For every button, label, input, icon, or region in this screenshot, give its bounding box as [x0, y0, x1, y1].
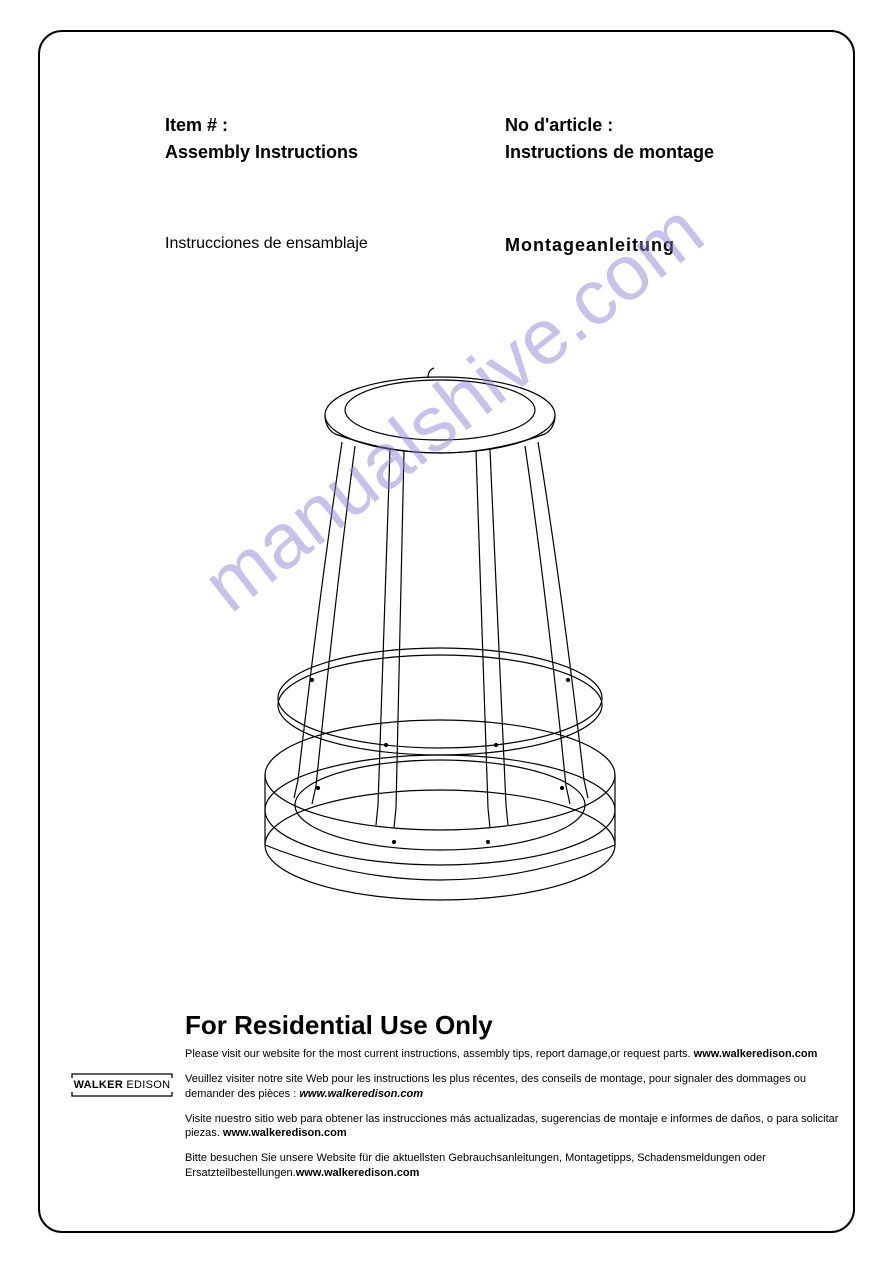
footer-de: Bitte besuchen Sie unsere Website für di… — [185, 1151, 848, 1181]
title-es: Instrucciones de ensamblaje — [165, 235, 505, 256]
residential-use-title: For Residential Use Only — [185, 1010, 848, 1041]
secondary-titles: Instrucciones de ensamblaje Montageanlei… — [165, 235, 813, 256]
brand-logo: WALKER EDISON — [68, 1072, 176, 1098]
footer-en: Please visit our website for the most cu… — [185, 1047, 848, 1062]
footer-block: For Residential Use Only Please visit ou… — [185, 1010, 848, 1191]
title-de: Montageanleitung — [505, 235, 813, 256]
header-block: Item # : No d'article : Assembly Instruc… — [165, 115, 813, 163]
stool-illustration — [160, 350, 720, 920]
item-number-label-en: Item # : — [165, 115, 505, 136]
item-number-label-fr: No d'article : — [505, 115, 813, 136]
title-fr: Instructions de montage — [505, 142, 813, 163]
title-en: Assembly Instructions — [165, 142, 505, 163]
logo-bracket-icon — [68, 1072, 176, 1098]
footer-es: Visite nuestro sitio web para obtener la… — [185, 1112, 848, 1142]
footer-fr: Veuillez visiter notre site Web pour les… — [185, 1072, 848, 1102]
